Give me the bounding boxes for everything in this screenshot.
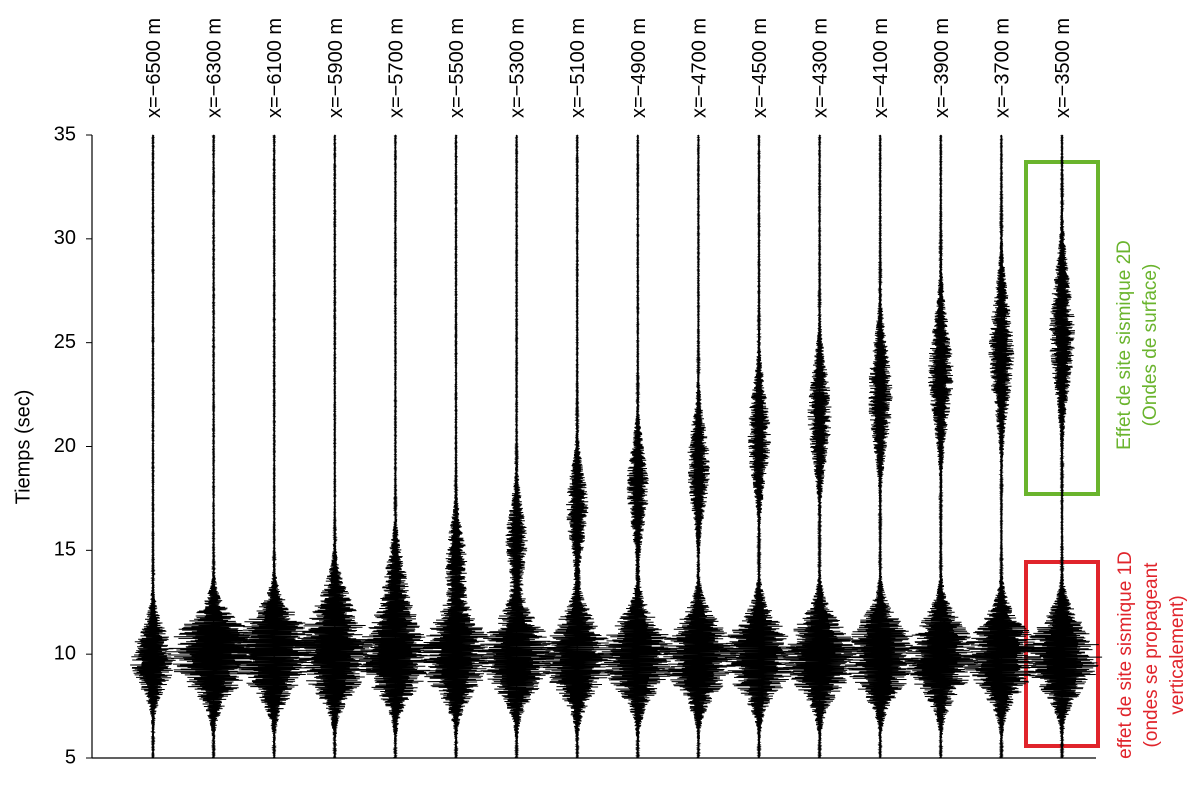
y-tick-label: 5: [65, 746, 76, 768]
trace-label: x=−5300 m: [507, 18, 529, 118]
trace-label: x=−3900 m: [931, 18, 953, 118]
y-tick-label: 30: [54, 227, 76, 249]
trace-waveform: [293, 134, 374, 759]
annotation-line: effet de site sismique 1D: [1115, 551, 1136, 759]
trace-label: x=−5500 m: [446, 18, 468, 118]
trace-label: x=−6100 m: [264, 18, 286, 118]
annotation-line: (ondes se propageant: [1141, 562, 1162, 748]
trace-label: x=−5700 m: [385, 18, 407, 118]
trace-waveform: [659, 134, 739, 759]
trace-label: x=−3700 m: [991, 18, 1013, 118]
trace-label: x=−5100 m: [567, 18, 589, 118]
y-tick-label: 20: [54, 435, 76, 457]
trace-waveform: [904, 134, 982, 759]
trace-label: x=−4100 m: [870, 18, 892, 118]
surface-annotation: Effet de site sismique 2D (Ondes de surf…: [1114, 240, 1161, 450]
trace-waveform: [597, 134, 678, 759]
y-tick-label: 35: [54, 123, 76, 145]
trace-waveform: [228, 134, 321, 759]
trace-waveform: [963, 134, 1042, 759]
trace-label: x=−4900 m: [628, 18, 650, 118]
trace-waveform: [130, 134, 176, 759]
trace-waveform: [476, 134, 556, 759]
y-tick-label: 10: [54, 642, 76, 664]
trace-waveform: [538, 134, 617, 759]
trace-waveform: [780, 134, 861, 759]
trace-waveform: [164, 134, 263, 759]
vertical-annotation: effet de site sismique 1D (ondes se prop…: [1115, 551, 1188, 759]
trace-label: x=−6300 m: [204, 18, 226, 118]
trace-label: x=−4500 m: [749, 18, 771, 118]
trace-label: x=−5900 m: [325, 18, 347, 118]
annotation-line: Effet de site sismique 2D: [1114, 240, 1135, 450]
trace-label: x=−6500 m: [143, 18, 165, 118]
y-tick-label: 25: [54, 331, 76, 353]
trace-waveform: [719, 134, 800, 759]
trace-waveform: [355, 134, 435, 759]
y-tick-label: 15: [54, 539, 76, 561]
trace-waveform: [843, 134, 920, 759]
trace-label: x=−4300 m: [810, 18, 832, 118]
trace-waveform: [1023, 134, 1103, 759]
y-axis-title: Tiemps (sec): [12, 390, 34, 505]
trace-label: x=−4700 m: [688, 18, 710, 118]
trace-waveform: [418, 134, 496, 759]
annotation-line: verticalement): [1167, 595, 1188, 714]
annotation-line: (Ondes de surface): [1140, 264, 1161, 427]
trace-label: x=−3500 m: [1052, 18, 1074, 118]
